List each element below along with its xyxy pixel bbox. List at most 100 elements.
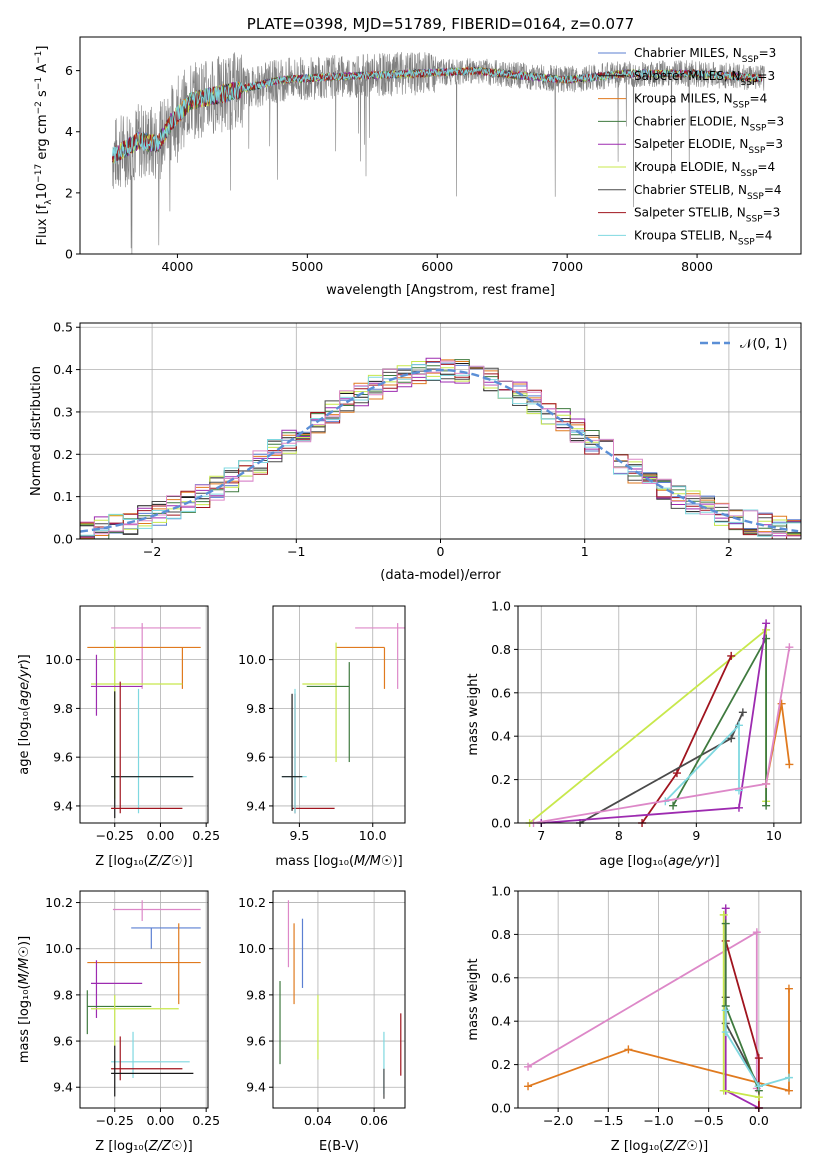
point-marker (754, 1054, 763, 1063)
x-tick-label: 0.06 (360, 1113, 388, 1128)
point-marker (669, 801, 678, 810)
y-tick-label: 0.2 (53, 447, 73, 462)
y-tick-label: 9.6 (53, 750, 73, 765)
axes-frame (517, 890, 802, 1109)
x-tick-label: 0 (437, 544, 445, 559)
point-marker (752, 928, 761, 937)
y-tick-label: 2 (65, 185, 73, 200)
chart-mass_vs_ebv: 0.04 0.06 9.4 9.6 9.8 10.0 10.2 E(B-V) (238, 890, 406, 1154)
histogram-step (80, 364, 801, 537)
y-tick-label: 9.8 (53, 987, 73, 1002)
x-tick-label: 0.25 (192, 1113, 220, 1128)
point-marker (672, 769, 681, 778)
y-tick-label: 0.4 (491, 1014, 511, 1029)
series-line (724, 1010, 790, 1088)
y-tick-label: 4 (65, 124, 73, 139)
point-marker (524, 1062, 533, 1071)
x-axis-label: wavelength [Angstrom, rest frame] (326, 283, 555, 298)
point-marker (734, 803, 743, 812)
point-marker (721, 1028, 730, 1037)
point-marker (624, 1045, 633, 1054)
chart-mass_weight_vs_age: 7 8 9 10 0.0 0.2 0.4 0.6 0.8 1.0 mass weight age [l… (466, 599, 802, 869)
x-axis-label: Z [log₁₀(Z/Z☉)] (611, 1139, 708, 1154)
y-tick-label: 10.2 (238, 895, 266, 910)
point-marker (734, 721, 743, 730)
y-tick-label: 0.2 (491, 1057, 511, 1072)
y-tick-label: 10.0 (238, 941, 266, 956)
x-tick-label: 10.0 (359, 828, 387, 843)
legend-entry: Kroupa ELODIE, NSSP=4 (634, 160, 775, 179)
legend-entry: Kroupa STELIB, NSSP=4 (634, 228, 772, 247)
y-tick-label: 10.2 (45, 895, 73, 910)
y-tick-label: 0.8 (491, 642, 511, 657)
series-line (579, 711, 744, 823)
y-tick-label: 9.4 (246, 798, 266, 813)
y-axis-label: mass weight (466, 958, 481, 1040)
x-tick-label: 8 (615, 828, 623, 843)
x-tick-label: −0.25 (96, 1113, 134, 1128)
legend-entry: Chabrier STELIB, NSSP=4 (634, 183, 782, 202)
y-tick-label: 9.4 (246, 1080, 266, 1095)
x-tick-label: 9.5 (289, 828, 309, 843)
x-tick-label: 0.00 (147, 1113, 175, 1128)
y-axis-label: Normed distribution (29, 366, 44, 496)
x-tick-label: −1.5 (593, 1113, 623, 1128)
point-marker (762, 801, 771, 810)
axes-frame (79, 605, 209, 824)
x-tick-label: 7 (537, 828, 545, 843)
legend-entry: 𝒩(0, 1) (740, 337, 787, 352)
y-tick-label: 0.0 (491, 816, 511, 831)
y-axis-label: Flux [fλ10−17 erg cm−2 s−1 A−1] (34, 46, 54, 246)
axes-frame (79, 36, 802, 255)
x-tick-label: 8000 (681, 259, 713, 274)
normal-curve (79, 368, 799, 533)
x-tick-label: −0.25 (96, 828, 134, 843)
x-tick-label: −1.0 (643, 1113, 673, 1128)
x-tick-label: −1 (287, 544, 305, 559)
x-tick-label: −2.0 (543, 1113, 573, 1128)
legend-entry: Chabrier ELODIE, NSSP=3 (634, 114, 784, 133)
x-axis-label: mass [log₁₀(M/M☉)] (275, 854, 402, 869)
point-marker (727, 651, 736, 660)
y-tick-label: 9.8 (53, 701, 73, 716)
point-marker (762, 619, 771, 628)
point-marker (721, 904, 730, 913)
y-tick-label: 0.6 (491, 685, 511, 700)
histogram-step (80, 360, 801, 537)
y-tick-label: 10.0 (238, 652, 266, 667)
y-tick-label: 9.8 (246, 701, 266, 716)
x-tick-label: 0.00 (147, 828, 175, 843)
y-axis-label: mass weight (466, 673, 481, 755)
x-tick-label: 5000 (291, 259, 323, 274)
y-tick-label: 0.4 (53, 362, 73, 377)
y-tick-label: 9.6 (246, 750, 266, 765)
legend-entry: Kroupa MILES, NSSP=4 (634, 92, 767, 111)
series-line (527, 988, 790, 1092)
y-tick-label: 6 (65, 63, 73, 78)
y-tick-label: 0.3 (53, 404, 73, 419)
x-tick-label: 7000 (551, 259, 583, 274)
chart-mass_weight_vs_Z: −2.0 −1.5 −1.0 −0.5 0.0 0.0 0.2 0.4 0.6 0.8 1.0 mas… (466, 884, 802, 1154)
y-tick-label: 1.0 (491, 884, 511, 899)
point-marker (785, 760, 794, 769)
point-marker (719, 1086, 728, 1095)
point-marker (754, 1082, 763, 1091)
x-tick-label: 9 (692, 828, 700, 843)
y-tick-label: 0.5 (53, 320, 73, 335)
x-axis-label: age [log₁₀(age/yr)] (599, 854, 720, 869)
y-tick-label: 9.6 (53, 1034, 73, 1049)
legend-entry: Salpeter MILES, NSSP=3 (634, 69, 775, 88)
point-marker (784, 984, 793, 993)
x-tick-label: 2 (725, 544, 733, 559)
axes-frame (517, 605, 802, 824)
y-tick-label: 0.2 (491, 772, 511, 787)
x-tick-label: 0.0 (749, 1113, 769, 1128)
legend-entry: Salpeter STELIB, NSSP=3 (634, 206, 780, 225)
series-line (724, 940, 760, 1108)
y-tick-label: 0.1 (53, 489, 73, 504)
chart-spectrum: PLATE=0398, MJD=51789, FIBERID=0164, z=0… (34, 15, 802, 298)
chart-mass_vs_Z: −0.25 0.00 0.25 9.4 9.6 9.8 10.0 10.2 Z [log₁₀(Z… (17, 890, 220, 1154)
point-marker (762, 779, 771, 788)
y-tick-label: 0.6 (491, 970, 511, 985)
legend-entry: Chabrier MILES, NSSP=3 (634, 46, 776, 65)
